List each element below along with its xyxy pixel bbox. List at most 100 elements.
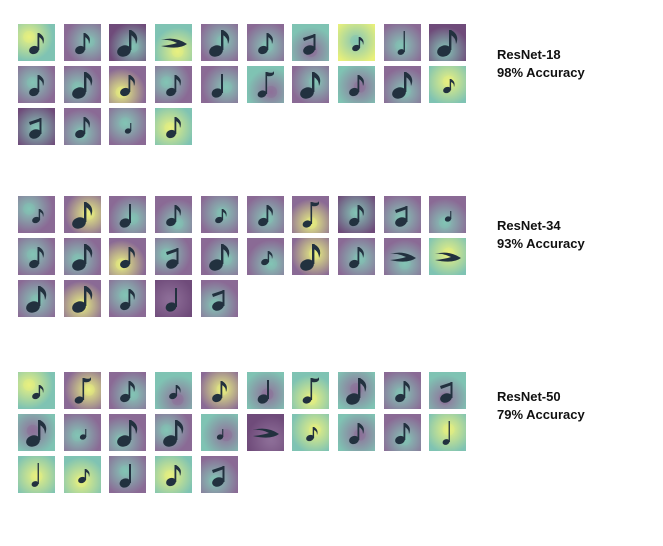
model-accuracy: 93% Accuracy bbox=[497, 236, 585, 251]
heatmap-tile bbox=[18, 414, 55, 451]
heatmap-tile bbox=[155, 238, 193, 275]
heatmap-tile bbox=[63, 108, 101, 145]
music-note-icon bbox=[63, 66, 101, 103]
music-note-icon bbox=[383, 24, 421, 61]
heatmap-tile bbox=[18, 456, 55, 493]
model-name: ResNet-34 bbox=[497, 218, 561, 233]
music-note-icon bbox=[429, 24, 467, 61]
heatmap-tile bbox=[292, 372, 330, 409]
music-note-icon bbox=[155, 108, 193, 145]
music-note-icon bbox=[18, 238, 55, 275]
music-note-icon bbox=[246, 196, 284, 233]
music-note-icon bbox=[109, 196, 147, 233]
heatmap-tile bbox=[337, 414, 375, 451]
music-note-icon bbox=[63, 238, 101, 275]
heatmap-tile bbox=[109, 372, 147, 409]
music-note-icon bbox=[155, 238, 193, 275]
music-note-icon bbox=[292, 414, 330, 451]
music-note-icon bbox=[383, 414, 421, 451]
music-note-icon bbox=[337, 196, 375, 233]
heatmap-tile bbox=[18, 66, 55, 103]
heatmap-tile bbox=[200, 280, 238, 317]
music-note-icon bbox=[109, 108, 147, 145]
music-note-icon bbox=[246, 24, 284, 61]
model-name: ResNet-50 bbox=[497, 389, 561, 404]
music-note-icon bbox=[155, 66, 193, 103]
heatmap-tile bbox=[200, 414, 238, 451]
music-note-icon bbox=[63, 456, 101, 493]
music-note-icon bbox=[383, 196, 421, 233]
music-note-icon bbox=[18, 372, 55, 409]
heatmap-tile bbox=[292, 66, 330, 103]
music-note-icon bbox=[155, 280, 193, 317]
music-note-icon bbox=[109, 238, 147, 275]
heatmap-tile bbox=[429, 414, 467, 451]
music-note-icon bbox=[246, 238, 284, 275]
music-note-icon bbox=[63, 196, 101, 233]
music-note-icon bbox=[383, 238, 421, 275]
music-note-icon bbox=[155, 456, 193, 493]
heatmap-tile bbox=[155, 24, 193, 61]
music-note-icon bbox=[18, 24, 55, 61]
heatmap-tile bbox=[246, 66, 284, 103]
heatmap-tile bbox=[429, 24, 467, 61]
music-note-icon bbox=[63, 280, 101, 317]
heatmap-tile bbox=[63, 238, 101, 275]
heatmap-tile bbox=[292, 414, 330, 451]
music-note-icon bbox=[383, 66, 421, 103]
heatmap-tile bbox=[200, 66, 238, 103]
heatmap-tile bbox=[383, 238, 421, 275]
music-note-icon bbox=[200, 456, 238, 493]
heatmap-tile bbox=[429, 66, 467, 103]
music-note-icon bbox=[109, 66, 147, 103]
music-note-icon bbox=[200, 280, 238, 317]
music-note-icon bbox=[109, 24, 147, 61]
heatmap-tile bbox=[109, 456, 147, 493]
music-note-icon bbox=[63, 24, 101, 61]
heatmap-tile bbox=[246, 238, 284, 275]
heatmap-tile bbox=[292, 24, 330, 61]
heatmap-tile bbox=[337, 66, 375, 103]
music-note-icon bbox=[429, 196, 467, 233]
music-note-icon bbox=[337, 66, 375, 103]
heatmap-tile bbox=[383, 372, 421, 409]
music-note-icon bbox=[429, 238, 467, 275]
music-note-icon bbox=[155, 372, 193, 409]
heatmap-tile bbox=[200, 372, 238, 409]
label-resnet-18: ResNet-18 98% Accuracy bbox=[497, 46, 657, 82]
heatmap-tile bbox=[246, 372, 284, 409]
music-note-icon bbox=[292, 66, 330, 103]
music-note-icon bbox=[200, 238, 238, 275]
heatmap-tile bbox=[63, 196, 101, 233]
heatmap-tile bbox=[63, 414, 101, 451]
heatmap-tile bbox=[109, 280, 147, 317]
label-resnet-34: ResNet-34 93% Accuracy bbox=[497, 217, 657, 253]
heatmap-tile bbox=[292, 196, 330, 233]
music-note-icon bbox=[18, 414, 55, 451]
music-note-icon bbox=[18, 456, 55, 493]
heatmap-grid-resnet-34 bbox=[18, 196, 478, 322]
heatmap-tile bbox=[109, 196, 147, 233]
label-resnet-50: ResNet-50 79% Accuracy bbox=[497, 388, 657, 424]
heatmap-tile bbox=[429, 238, 467, 275]
music-note-icon bbox=[429, 372, 467, 409]
heatmap-tile bbox=[18, 24, 55, 61]
music-note-icon bbox=[155, 24, 193, 61]
music-note-icon bbox=[200, 196, 238, 233]
heatmap-tile bbox=[246, 414, 284, 451]
music-note-icon bbox=[63, 414, 101, 451]
music-note-icon bbox=[383, 372, 421, 409]
music-note-icon bbox=[155, 196, 193, 233]
music-note-icon bbox=[109, 456, 147, 493]
heatmap-tile bbox=[18, 238, 55, 275]
heatmap-tile bbox=[337, 372, 375, 409]
heatmap-tile bbox=[109, 238, 147, 275]
heatmap-tile bbox=[246, 24, 284, 61]
group-resnet-50 bbox=[18, 372, 478, 498]
music-note-icon bbox=[155, 414, 193, 451]
heatmap-tile bbox=[429, 196, 467, 233]
music-note-icon bbox=[429, 66, 467, 103]
heatmap-tile bbox=[63, 24, 101, 61]
heatmap-tile bbox=[155, 196, 193, 233]
music-note-icon bbox=[337, 372, 375, 409]
